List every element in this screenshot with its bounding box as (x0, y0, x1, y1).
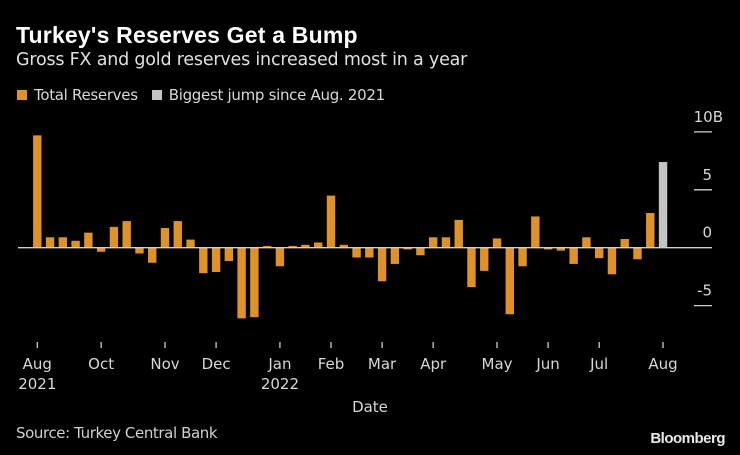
bar-total-reserves (288, 245, 297, 248)
bar-total-reserves (543, 247, 553, 250)
bar-total-reserves (518, 247, 527, 267)
x-tick-label: Feb (318, 355, 345, 373)
legend-item-total-reserves: Total Reserves (17, 86, 138, 104)
x-tick-label: Apr (420, 355, 447, 373)
bar-total-reserves (173, 221, 182, 248)
bar-total-reserves (301, 244, 310, 248)
x-tick-label: Nov (150, 355, 179, 373)
bar-total-reserves (339, 244, 348, 248)
x-tick-label: Dec (202, 355, 231, 373)
bar-total-reserves (441, 237, 451, 248)
bar-total-reserves (58, 237, 68, 248)
bloomberg-logo: Bloomberg (650, 430, 725, 447)
legend: Total Reserves Biggest jump since Aug. 2… (17, 86, 399, 104)
chart-subtitle: Gross FX and gold reserves increased mos… (16, 50, 468, 70)
bar-total-reserves (569, 247, 578, 264)
bar-total-reserves (96, 247, 106, 252)
legend-item-biggest-jump: Biggest jump since Aug. 2021 (151, 86, 385, 104)
legend-label-total-reserves: Total Reserves (34, 86, 138, 104)
x-tick-label: Aug (23, 355, 52, 373)
bar-total-reserves (109, 226, 119, 248)
bar-total-reserves (582, 237, 591, 248)
source-note: Source: Turkey Central Bank (16, 424, 218, 442)
bar-total-reserves (275, 247, 285, 267)
bar-total-reserves (186, 239, 195, 248)
bar-total-reserves (135, 247, 144, 254)
bar-total-reserves (620, 239, 629, 248)
bar-total-reserves (314, 242, 323, 248)
bar-total-reserves (633, 247, 642, 260)
bar-total-reserves (467, 247, 476, 288)
bar-total-reserves (237, 247, 246, 319)
y-tick-label: 10B (694, 108, 723, 126)
bar-total-reserves (45, 237, 55, 248)
x-tick-label: Jul (589, 355, 608, 373)
x-tick-label: Jun (535, 355, 559, 373)
legend-swatch-total-reserves (17, 90, 27, 100)
bar-total-reserves (646, 212, 655, 248)
bar-total-reserves (262, 245, 272, 248)
bar-total-reserves (122, 221, 131, 248)
x-tick-label: Oct (88, 355, 114, 373)
bar-chart: 10B 5 0 -5 Aug 2021 Oct Nov Dec Jan 2022 Feb Mar Apr… (18, 108, 723, 416)
bar-total-reserves (365, 247, 374, 258)
x-tick-label: May (482, 355, 513, 373)
bar-total-reserves (454, 219, 463, 248)
bar-total-reserves (71, 240, 80, 248)
bar-total-reserves (224, 247, 234, 262)
bar-total-reserves (84, 232, 93, 248)
bar-total-reserves (607, 247, 617, 275)
bar-total-reserves (352, 247, 361, 258)
x-axis-label: Date (352, 398, 388, 416)
bar-total-reserves (160, 228, 170, 248)
bar-total-reserves (428, 237, 438, 248)
bar-total-reserves (148, 247, 157, 263)
bar-total-reserves (492, 238, 502, 248)
x-tick-label: Mar (368, 355, 397, 373)
bar-total-reserves (250, 247, 259, 318)
bars-group (33, 135, 668, 319)
x-tick-year-label: 2021 (18, 375, 56, 393)
bar-total-reserves (505, 247, 514, 315)
bar-total-reserves (377, 247, 387, 282)
bar-total-reserves (326, 195, 336, 248)
chart-title: Turkey's Reserves Get a Bump (16, 22, 358, 48)
bar-total-reserves (416, 247, 425, 256)
bar-total-reserves (480, 247, 489, 271)
x-tick-label: Jan (267, 355, 291, 373)
bar-total-reserves (403, 247, 412, 250)
bar-total-reserves (33, 135, 42, 248)
y-axis: 10B 5 0 -5 (694, 108, 723, 307)
bar-total-reserves (594, 247, 604, 259)
bar-total-reserves (211, 247, 221, 273)
y-tick-label: -5 (697, 282, 712, 300)
x-tick-label: Aug (648, 355, 677, 373)
bar-total-reserves (390, 247, 400, 264)
legend-label-biggest-jump: Biggest jump since Aug. 2021 (168, 86, 385, 104)
bar-total-reserves (556, 247, 566, 251)
x-tick-year-label: 2022 (261, 375, 299, 393)
y-tick-label: 0 (702, 224, 712, 242)
bar-total-reserves (531, 216, 540, 248)
bar-total-reserves (199, 247, 208, 274)
bar-biggest-jump (658, 162, 668, 248)
x-axis: Aug 2021 Oct Nov Dec Jan 2022 Feb Mar Apr May Jun Ju… (18, 342, 678, 393)
legend-swatch-biggest-jump (151, 90, 162, 100)
y-tick-label: 5 (702, 166, 712, 184)
